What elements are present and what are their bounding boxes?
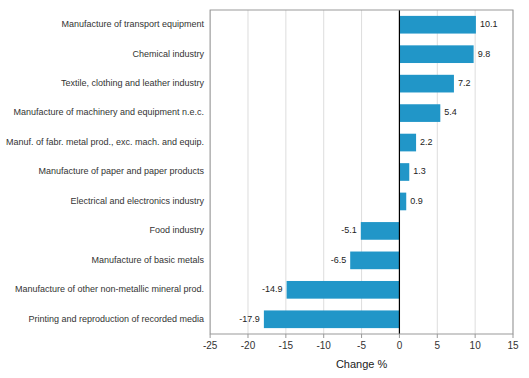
tick-mark [210, 334, 211, 338]
bar [350, 252, 399, 270]
tick-mark [399, 334, 400, 338]
tick-label: 5 [435, 340, 441, 351]
tick-label: 10 [470, 340, 482, 351]
tick-mark [437, 334, 438, 338]
category-label: Manufacture of machinery and equipment n… [14, 107, 205, 117]
bar [399, 134, 416, 152]
bars [264, 16, 476, 328]
tick-label: -5 [357, 340, 366, 351]
tick-mark [475, 334, 476, 338]
category-label: Printing and reproduction of recorded me… [29, 314, 205, 324]
tick-label: -20 [241, 340, 256, 351]
data-label: -6.5 [331, 255, 347, 265]
data-label: 7.2 [458, 78, 471, 88]
tick-mark [513, 334, 514, 338]
bar [264, 310, 400, 328]
category-label: Manufacture of other non-metallic minera… [15, 284, 204, 294]
grid-line [247, 10, 248, 334]
data-label: -14.9 [262, 284, 283, 294]
bar [399, 16, 475, 34]
tick-label: 15 [507, 340, 519, 351]
tick-label: 0 [397, 340, 403, 351]
category-label: Manufacture of transport equipment [62, 19, 205, 29]
grid-line [399, 10, 400, 334]
data-label: -17.9 [239, 314, 260, 324]
data-label: 0.9 [410, 196, 423, 206]
data-label: 1.3 [413, 166, 426, 176]
data-label: 9.8 [478, 49, 491, 59]
category-label: Electrical and electronics industry [71, 196, 205, 206]
data-label: 5.4 [444, 107, 457, 117]
y-tick-labels: Printing and reproduction of recorded me… [6, 19, 205, 324]
category-label: Manufacture of paper and paper products [39, 166, 205, 176]
bar [399, 104, 440, 122]
bar [399, 75, 454, 93]
tick-label: -15 [279, 340, 294, 351]
bar [287, 281, 400, 299]
bar [399, 193, 406, 211]
zero-line [399, 10, 400, 334]
category-label: Food industry [150, 225, 205, 235]
grid-line [285, 10, 286, 334]
tick-mark [247, 334, 248, 338]
tick-label: -10 [316, 340, 331, 351]
bar [399, 163, 409, 181]
bar [399, 45, 473, 63]
data-label: 2.2 [420, 137, 433, 147]
category-label: Manuf. of fabr. metal prod., exc. mach. … [6, 137, 204, 147]
data-labels: -17.9 -14.9 -6.5 -5.1 0.9 1.3 2.2 5.4 7.2 9.8 10.1 [239, 19, 497, 324]
category-label: Textile, clothing and leather industry [61, 78, 205, 88]
x-axis: -25 -20 -15 -10 -5 0 5 10 15 [203, 334, 519, 351]
tick-mark [361, 334, 362, 338]
bar [361, 222, 400, 240]
tick-mark [285, 334, 286, 338]
plot-frame [210, 10, 513, 334]
tick-label: -25 [203, 340, 218, 351]
data-label: -5.1 [341, 225, 357, 235]
category-label: Manufacture of basic metals [92, 255, 205, 265]
data-label: 10.1 [480, 19, 498, 29]
category-label: Chemical industry [133, 49, 205, 59]
grid [210, 10, 513, 334]
tick-mark [323, 334, 324, 338]
grid-line [475, 10, 476, 334]
x-axis-label: Change % [336, 358, 388, 370]
chart: Printing and reproduction of recorded me… [0, 0, 529, 378]
